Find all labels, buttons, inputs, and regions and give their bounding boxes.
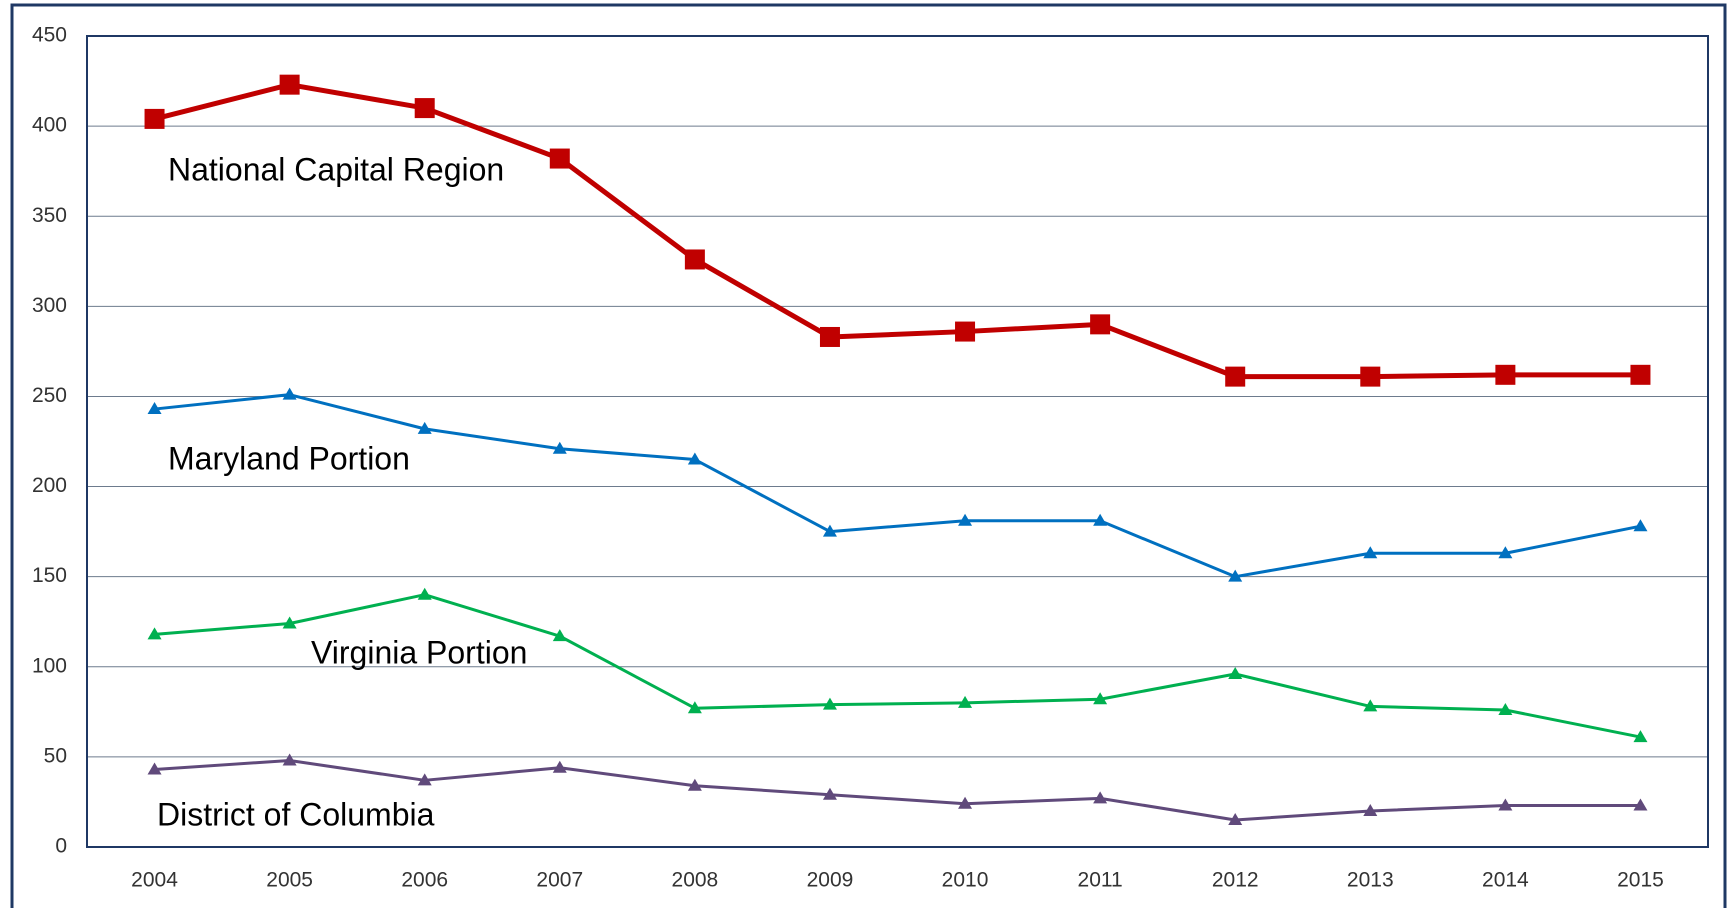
x-tick-label: 2013 (1347, 869, 1394, 892)
y-tick-label: 350 (32, 204, 67, 227)
y-tick-label: 250 (32, 384, 67, 407)
y-tick-label: 150 (32, 564, 67, 587)
y-tick-label: 200 (32, 474, 67, 497)
y-tick-label: 450 (32, 24, 67, 47)
marker (282, 387, 297, 400)
series-line (154, 758, 1641, 822)
marker (822, 524, 837, 537)
marker (1360, 366, 1381, 387)
marker (687, 701, 702, 714)
marker (819, 326, 840, 347)
series-line (153, 82, 1641, 380)
x-tick-label: 2011 (1078, 869, 1123, 892)
marker (417, 421, 432, 434)
series-label: Virginia Portion (311, 634, 527, 670)
marker (1498, 703, 1513, 716)
marker (687, 452, 702, 465)
marker (144, 108, 165, 129)
marker (549, 148, 570, 169)
series-line (154, 393, 1641, 579)
x-tick-label: 2015 (1617, 869, 1664, 892)
marker (1090, 314, 1111, 335)
marker (1363, 803, 1378, 816)
x-tick-label: 2008 (672, 869, 719, 892)
marker (1093, 791, 1108, 804)
marker (1228, 666, 1243, 679)
marker (552, 760, 567, 773)
marker (958, 796, 973, 809)
marker (279, 74, 300, 95)
marker (822, 697, 837, 710)
marker (958, 695, 973, 708)
marker (955, 321, 976, 342)
marker (1498, 546, 1513, 559)
marker (282, 753, 297, 766)
marker (1363, 699, 1378, 712)
x-tick-label: 2005 (266, 869, 313, 892)
y-tick-label: 400 (32, 114, 67, 137)
marker (1228, 569, 1243, 582)
marker (1498, 798, 1513, 811)
marker (1093, 513, 1108, 526)
marker (147, 762, 162, 775)
series-label: National Capital Region (168, 151, 504, 187)
marker (147, 627, 162, 640)
x-tick-label: 2004 (131, 869, 178, 892)
frame (10, 3, 1727, 908)
marker (282, 616, 297, 629)
marker (147, 402, 162, 415)
marker (1093, 692, 1108, 705)
marker (552, 441, 567, 454)
marker (1228, 812, 1243, 825)
x-tick-label: 2012 (1212, 869, 1259, 892)
y-tick-label: 50 (44, 744, 67, 767)
marker (684, 249, 705, 270)
marker (1225, 366, 1246, 387)
x-tick-label: 2006 (401, 869, 448, 892)
y-tick-label: 0 (55, 835, 67, 858)
y-tick-label: 300 (32, 294, 67, 317)
x-tick-label: 2014 (1482, 869, 1529, 892)
x-tick-label: 2009 (807, 869, 854, 892)
series-line (154, 593, 1641, 739)
marker (687, 778, 702, 791)
plot-border (86, 35, 1709, 848)
series-label: District of Columbia (157, 796, 435, 832)
marker (414, 98, 435, 119)
marker (552, 629, 567, 642)
marker (1630, 364, 1651, 385)
marker (417, 587, 432, 600)
marker (417, 773, 432, 786)
marker (1633, 798, 1648, 811)
marker (1633, 730, 1648, 743)
x-tick-label: 2010 (942, 869, 989, 892)
marker (958, 513, 973, 526)
marker (1633, 519, 1648, 532)
marker (1495, 364, 1516, 385)
x-tick-label: 2007 (536, 869, 583, 892)
y-tick-label: 100 (32, 654, 67, 677)
marker (1363, 546, 1378, 559)
marker (822, 787, 837, 800)
series-label: Maryland Portion (168, 440, 410, 476)
